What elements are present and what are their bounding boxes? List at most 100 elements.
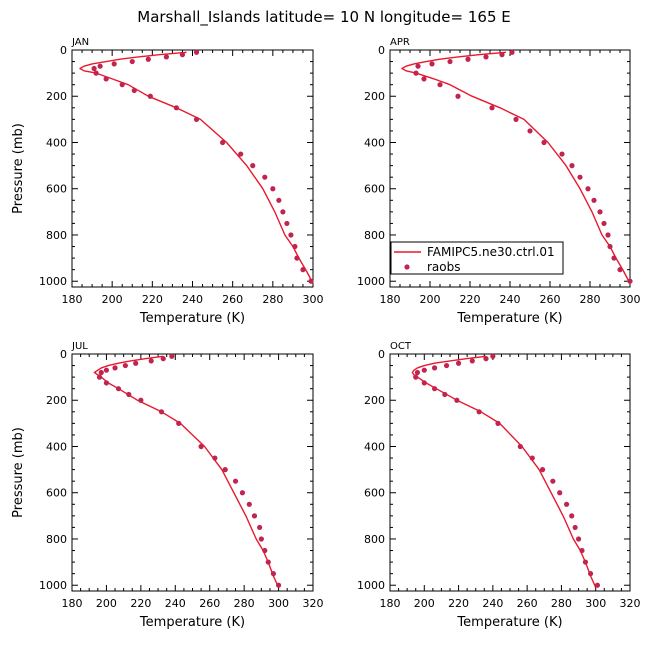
data-point-raob [582,559,589,565]
data-point-raob [262,547,268,554]
data-point-raob [176,420,182,426]
y-tick-label: 800 [46,229,67,242]
data-point-raob [148,358,154,364]
x-tick-label: 280 [580,293,601,306]
data-point-raob [246,501,252,507]
data-point-raob [239,490,246,496]
data-point-raob [527,128,533,134]
y-tick-label: 200 [46,90,67,103]
data-point-raob [579,547,585,554]
x-tick-label: 200 [420,293,441,306]
y-tick-label: 200 [46,394,67,407]
y-tick-label: 200 [364,90,385,103]
chart-panel-jul: 180 200 220 240 260 280 300 320 0 200 400 600 800 100… [11,341,324,630]
y-tick-label: 0 [60,348,67,361]
data-point-raob [160,356,166,362]
data-point-raob [597,209,603,215]
data-point-raob [517,443,523,450]
x-tick-label: 200 [414,597,435,610]
x-axis-label: Temperature (K) [139,615,245,630]
data-point-raob [300,267,306,273]
x-axis-label: Temperature (K) [456,311,562,326]
data-point-raob [577,174,583,180]
x-tick-label: 320 [303,597,324,610]
data-point-raob [257,524,263,531]
legend-box [390,241,564,275]
data-point-raob [414,369,421,376]
x-tick-label: 240 [482,597,503,610]
data-point-raob [605,232,611,238]
x-tick-label: 180 [62,293,83,306]
y-tick-label: 600 [364,487,385,500]
data-point-raob [91,65,97,72]
series-line-model [401,51,631,284]
y-tick-label: 600 [46,183,67,196]
x-tick-label: 300 [268,597,289,610]
data-point-raob [212,455,218,461]
data-point-raob [103,380,110,386]
data-point-raob [431,386,438,392]
y-tick-label: 600 [364,183,385,196]
chart-panel-jan: 180 200 220 240 260 280 300 0 200 400 600 800 1000 Te… [11,37,324,326]
data-point-raob [413,70,419,76]
y-tick-label: 0 [378,44,385,57]
x-tick-label: 240 [182,293,203,306]
data-point-raob [617,267,623,273]
data-point-raob [131,87,137,94]
data-point-raob [270,571,277,577]
data-point-raob [138,397,144,403]
data-point-raob [198,443,204,450]
data-point-raob [469,358,475,364]
data-point-raob [276,197,282,203]
data-point-raob [292,243,298,250]
data-point-raob [238,151,244,157]
data-point-raob [275,582,282,588]
data-point-raob [594,582,601,588]
x-tick-label: 280 [551,597,572,610]
series-line-model [93,355,280,588]
data-point-raob [145,56,151,62]
data-point-raob [569,513,575,519]
x-axis-label: Temperature (K) [456,615,562,630]
data-point-raob [455,93,461,99]
data-point-raob [179,52,186,58]
data-point-raob [541,139,547,146]
data-point-raob [465,56,471,62]
x-tick-label: 300 [303,293,324,306]
data-point-raob [575,536,582,542]
data-point-raob [413,374,419,380]
x-tick-label: 200 [102,293,123,306]
y-tick-label: 0 [60,44,67,57]
data-point-raob [563,501,570,507]
data-point-raob [133,360,139,366]
data-point-raob [559,151,565,157]
y-tick-label: 800 [364,229,385,242]
x-tick-label: 220 [142,293,163,306]
data-point-raob [103,76,109,82]
y-tick-label: 400 [364,440,385,453]
y-tick-label: 200 [364,394,385,407]
x-tick-label: 320 [620,597,641,610]
data-point-raob [557,490,563,496]
data-point-raob [93,70,99,76]
x-tick-label: 180 [380,293,401,306]
data-point-raob [284,220,290,227]
data-point-raob [415,63,421,69]
x-tick-label: 260 [540,293,561,306]
data-point-raob [421,380,427,386]
data-point-raob [280,209,286,215]
data-point-raob [421,76,427,82]
data-point-raob [258,536,264,542]
x-tick-label: 240 [165,597,186,610]
data-point-raob [483,54,489,60]
y-tick-label: 800 [364,533,385,546]
panel-label: JAN [71,37,89,48]
plot-frame [71,353,314,592]
data-point-raob [251,513,258,519]
plot-frame [71,49,314,288]
legend-label: raobs [427,260,461,274]
x-axis-label: Temperature (K) [139,311,245,326]
data-point-raob [454,397,460,403]
data-point-raob [112,365,118,371]
